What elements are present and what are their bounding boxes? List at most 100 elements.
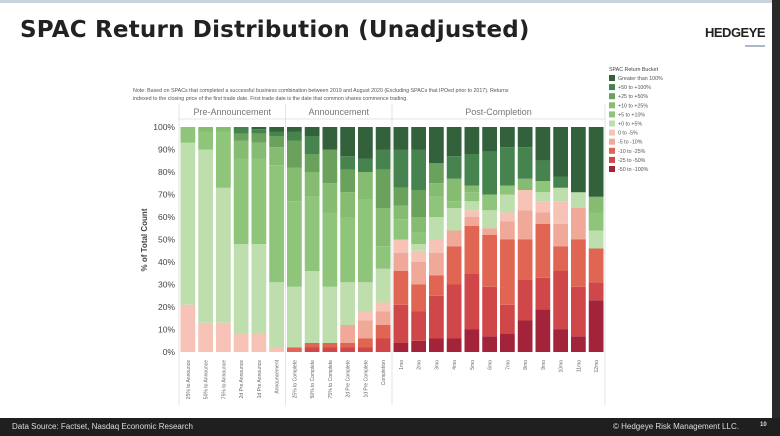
- bar-segment: [393, 205, 409, 220]
- bar-segment: [322, 212, 338, 287]
- bar-segment: [375, 127, 391, 150]
- y-tick-label: 90%: [158, 145, 175, 155]
- bar-segment: [446, 246, 462, 285]
- bar-segment: [287, 201, 302, 287]
- legend-swatch: [609, 84, 615, 91]
- bar-segment: [482, 286, 497, 337]
- bar-segment: [553, 176, 568, 188]
- bar-segment: [411, 250, 426, 262]
- bar-segment: [411, 190, 426, 217]
- x-tick-label: Completion: [381, 360, 387, 386]
- legend-label: -5 to -10%: [618, 140, 643, 146]
- legend-swatch: [609, 138, 615, 145]
- y-tick-label: 20%: [158, 302, 175, 312]
- bar-segment: [464, 210, 480, 217]
- bar-segment: [482, 336, 497, 352]
- legend-label: +50 to +100%: [618, 85, 651, 91]
- bar-segment: [180, 304, 196, 352]
- x-tick-label: 9mo: [541, 360, 547, 370]
- bar-segment: [251, 244, 267, 334]
- bar-segment: [588, 300, 604, 352]
- bar-segment: [251, 142, 267, 159]
- bar-segment: [446, 284, 462, 339]
- x-tick-label: Announcement: [275, 359, 281, 393]
- bar-segment: [588, 230, 604, 249]
- bar-segment: [500, 334, 515, 352]
- bar-segment: [198, 149, 213, 323]
- bar-segment: [553, 246, 568, 271]
- bar-segment: [340, 325, 355, 343]
- bar-segment: [340, 343, 355, 348]
- x-tick-label: 25% to Announce: [186, 360, 192, 399]
- bar-segment: [340, 347, 355, 352]
- legend-swatch: [609, 156, 615, 163]
- bar-segment: [393, 149, 409, 188]
- legend-label: -25 to -50%: [618, 158, 646, 164]
- x-tick-label: 7mo: [505, 360, 511, 370]
- bar-segment: [446, 127, 462, 157]
- legend-title: SPAC Return Bucket: [609, 67, 659, 73]
- group-header: Post-Completion: [465, 107, 532, 117]
- bar-segment: [393, 343, 409, 352]
- bar-segment: [251, 158, 267, 244]
- bar-segment: [429, 275, 444, 296]
- x-tick-label: 1d Pre Complete: [363, 360, 369, 398]
- x-tick-label: 11mo: [576, 360, 582, 372]
- bar-segment: [180, 142, 196, 305]
- bar-segment: [411, 262, 426, 285]
- bar-segment: [429, 163, 444, 184]
- bar-segment: [322, 127, 338, 150]
- legend-label: 0 to -5%: [618, 131, 638, 137]
- y-tick-label: 30%: [158, 280, 175, 290]
- bar-segment: [198, 127, 213, 132]
- bar-segment: [482, 127, 497, 152]
- y-tick-label: 70%: [158, 190, 175, 200]
- x-tick-label: 75% to Announce: [221, 360, 227, 399]
- bar-segment: [375, 208, 391, 247]
- bar-segment: [340, 169, 355, 193]
- bar-segment: [411, 149, 426, 190]
- bar-segment: [553, 271, 568, 330]
- x-tick-label: 25% to Complete: [292, 360, 298, 399]
- bar-segment: [464, 185, 480, 193]
- group-header: Pre-Announcement: [193, 107, 271, 117]
- bar-segment: [340, 127, 355, 157]
- bar-segment: [571, 286, 586, 337]
- bar-segment: [500, 185, 515, 195]
- bar-segment: [375, 302, 391, 312]
- bar-segment: [464, 226, 480, 274]
- bar-segment: [571, 192, 586, 208]
- bar-segment: [358, 320, 373, 339]
- bar-segment: [517, 239, 533, 280]
- bar-segment: [446, 178, 462, 202]
- y-axis-title: % of Total Count: [140, 208, 149, 271]
- bar-segment: [340, 156, 355, 170]
- bar-segment: [198, 322, 213, 352]
- bar-segment: [216, 127, 231, 132]
- y-tick-label: 80%: [158, 167, 175, 177]
- bar-segment: [358, 172, 373, 199]
- bar-segment: [233, 158, 249, 244]
- bar-segment: [251, 334, 267, 352]
- bar-segment: [375, 325, 391, 339]
- legend-label: -10 to -25%: [618, 149, 646, 155]
- legend-label: -50 to -100%: [618, 167, 649, 173]
- bar-segment: [216, 322, 231, 352]
- bar-segment: [571, 127, 586, 193]
- bar-segment: [482, 228, 497, 235]
- y-tick-label: 40%: [158, 257, 175, 267]
- bar-segment: [535, 201, 551, 213]
- bar-segment: [393, 219, 409, 240]
- bar-segment: [571, 336, 586, 352]
- bar-segment: [446, 230, 462, 247]
- bar-segment: [322, 347, 338, 352]
- x-tick-label: 75% to Complete: [328, 360, 334, 399]
- logo-underline: [745, 45, 765, 47]
- legend-label: +0 to +5%: [618, 122, 642, 128]
- bar-segment: [517, 280, 533, 321]
- bar-segment: [429, 239, 444, 253]
- bar-segment: [500, 212, 515, 222]
- bar-segment: [500, 194, 515, 213]
- bar-segment: [287, 140, 302, 168]
- bar-segment: [517, 320, 533, 352]
